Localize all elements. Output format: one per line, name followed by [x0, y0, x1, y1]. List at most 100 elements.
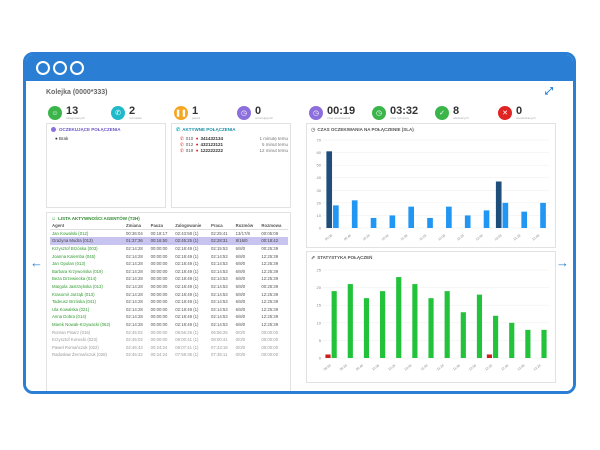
- stat-label: oczekujących: [255, 116, 274, 120]
- bar-light: [333, 205, 339, 228]
- agent-value: 00:24:24: [150, 344, 168, 350]
- agents-title: LISTA AKTYWNOŚCI AGENTÓW (T2H): [58, 216, 140, 221]
- agent-value: 00:00:00: [150, 284, 168, 290]
- agent-value: 00:00:00: [150, 291, 168, 297]
- active-call-ext: 012: [185, 142, 194, 147]
- agent-name: Paweł Romańczuk (022): [52, 344, 99, 350]
- stat-tile: ✓ 8 odebranych: [435, 103, 469, 123]
- agent-value: 12:25:39: [261, 291, 279, 297]
- table-row[interactable]: Krzysztof Brzóska (003) 02:14:28 00:00:00 0…: [50, 245, 288, 253]
- column-header[interactable]: Pauza: [148, 222, 174, 231]
- agent-value: 6/8/0: [235, 306, 246, 312]
- x-tick-label: 13:28: [533, 363, 542, 371]
- column-header[interactable]: Agent: [50, 222, 124, 231]
- agent-value: 02:14:53: [210, 314, 228, 320]
- status-dot-icon: ●: [195, 136, 199, 141]
- calls-chart-panel: ⬈ STATYSTYKA POŁĄCZEŃ 0 5 10 15 20 25 09:08 09:2…: [306, 251, 556, 383]
- agent-value: 00:16:50: [148, 237, 174, 245]
- user-icon: ☺: [48, 106, 62, 120]
- column-header[interactable]: Praca: [208, 222, 234, 231]
- agent-value: 00:00:00: [261, 352, 279, 358]
- agent-name: Margola Jastrzębska (013): [52, 284, 103, 290]
- table-row[interactable]: Grażyna Mudra (013) 01:37:36 00:16:50 02:45…: [50, 237, 288, 245]
- window-dot-3[interactable]: [70, 61, 84, 75]
- agent-name: Marek Nowak-Krzywacki (062): [52, 322, 111, 328]
- table-row[interactable]: Krasomir Jarząb (013) 02:14:28 00:00:00 02:…: [50, 290, 288, 298]
- table-row[interactable]: Paweł Romańczuk (022) 02:46:43 00:24:24 08:…: [50, 344, 288, 352]
- calls-chart: 0 5 10 15 20 25 09:08 09:28 09:48 10:08 10:28 10:48…: [317, 268, 549, 371]
- agent-name: Krzysztof Brzóska (003): [52, 246, 98, 252]
- expand-icon[interactable]: ⤢: [545, 86, 553, 97]
- stat-label: nieodebranych: [516, 116, 536, 120]
- bar-light: [370, 217, 377, 228]
- agent-value: 6/8/0: [235, 253, 246, 259]
- agent-value: 02:25:41: [210, 231, 228, 237]
- active-call-row[interactable]: ✆ 019 ● 122222222 12 minut temu: [180, 148, 288, 154]
- table-row[interactable]: Anna Dobra (014) 02:14:28 00:00:00 02:18:49…: [50, 313, 288, 321]
- agent-value: 6/8/0: [235, 314, 246, 320]
- bar-green: [331, 291, 337, 358]
- agent-value: 02:14:28: [126, 268, 143, 274]
- active-calls-panel: ✆ AKTYWNE POŁĄCZENIA ✆ 010 ● 341432134 1 minu…: [171, 123, 291, 208]
- table-row[interactable]: Barbara Krzywońska (019) 02:14:28 00:00:00…: [50, 268, 288, 276]
- table-row[interactable]: Jan Opolan (013) 02:14:28 00:00:00 02:18:49…: [50, 260, 288, 268]
- table-row[interactable]: Ula Kowalska (021) 02:14:28 00:00:00 02:18:…: [50, 306, 288, 314]
- agent-value: 00:00:00: [150, 299, 168, 305]
- y-tick-label: 15: [317, 303, 322, 308]
- bar-dark: [326, 151, 333, 228]
- bar-red: [486, 354, 493, 358]
- y-tick-label: 10: [317, 320, 322, 325]
- window-dot-1[interactable]: [36, 61, 50, 75]
- clock-icon: ◷: [237, 106, 251, 120]
- stat-tile: ◷ 00:19 czas oczekiwania: [309, 103, 355, 123]
- x-tick-label: 12:48: [475, 233, 484, 241]
- table-row[interactable]: Radosław Żermańczuk (028) 02:46:42 00:24:2…: [50, 351, 288, 359]
- prev-arrow-icon[interactable]: ←: [30, 255, 43, 270]
- status-dot-icon: ●: [195, 142, 199, 147]
- table-row[interactable]: Marek Nowak-Krzywacki (062) 02:14:28 00:00…: [50, 321, 288, 329]
- agent-value: 02:14:53: [210, 268, 228, 274]
- queue-title: Kolejka (0000*333): [46, 89, 108, 96]
- bar-green: [476, 294, 483, 358]
- agent-value: 02:18:49 (1): [175, 276, 199, 282]
- agent-value: 08:56:26 (1): [175, 329, 199, 335]
- bar-green: [493, 315, 499, 358]
- clock-icon: [51, 127, 56, 133]
- table-row[interactable]: Krzysztof Konecki (023) 02:45:02 00:00:00 0…: [50, 336, 288, 344]
- bar-red: [325, 354, 331, 358]
- table-row[interactable]: Tadeusz Brzóska (041) 02:14:28 00:00:00 02:…: [50, 298, 288, 306]
- agent-value: 12:25:39: [261, 253, 279, 259]
- stat-value: 2: [129, 105, 136, 117]
- y-tick-label: 0: [319, 356, 322, 361]
- active-call-number: 432123121: [200, 142, 224, 147]
- agent-value: 02:18:49 (1): [175, 314, 199, 320]
- table-row[interactable]: Jan Kowalski (012) 00:36:04 00:18:17 02:43:…: [50, 230, 288, 238]
- bar-light: [408, 206, 415, 228]
- agent-value: 00:25:39: [261, 284, 279, 290]
- close-icon: ✕: [498, 106, 512, 120]
- title-bar: [26, 55, 573, 81]
- table-row[interactable]: Margola Jastrzębska (013) 02:14:28 00:00:0…: [50, 283, 288, 291]
- agent-value: 0/0/0: [235, 329, 246, 335]
- column-header[interactable]: Zalogowanie: [173, 222, 209, 231]
- active-call-row[interactable]: ✆ 010 ● 341432134 1 minutę temu: [180, 136, 288, 142]
- agent-value: 00:00:00: [150, 306, 168, 312]
- agent-value: 6/8/0: [235, 291, 246, 297]
- stat-text: 03:32 czas rozmowy: [390, 106, 418, 121]
- clock-icon: ◷: [311, 127, 316, 133]
- window-dot-2[interactable]: [53, 61, 67, 75]
- table-row[interactable]: Beza Drzewiecka (014) 02:14:28 00:00:00 02:…: [50, 275, 288, 283]
- table-row[interactable]: Roman Pisarz (016) 02:45:02 00:00:00 08:56:…: [50, 328, 288, 336]
- column-header[interactable]: Zmiana: [124, 222, 149, 231]
- active-call-row[interactable]: ✆ 012 ● 432123121 5 minut temu: [180, 142, 288, 148]
- table-row[interactable]: Joanna Kalemba (045) 02:14:28 00:00:00 02:1…: [50, 252, 288, 260]
- y-tick-label: 20: [317, 285, 322, 290]
- agent-value: 02:14:28: [126, 306, 143, 312]
- stat-tile: ✕ 0 nieodebranych: [498, 103, 536, 123]
- sla-chart-panel: ◷ CZAS OCZEKIWANIA NA POŁĄCZENIE (SLA) 0 1…: [306, 123, 556, 248]
- column-header[interactable]: Rozmowa: [259, 222, 288, 231]
- column-header[interactable]: Rozmów: [233, 222, 260, 231]
- next-arrow-icon[interactable]: →: [556, 255, 569, 270]
- active-call-ext: 019: [185, 148, 194, 153]
- x-tick-label: 13:28: [512, 233, 521, 241]
